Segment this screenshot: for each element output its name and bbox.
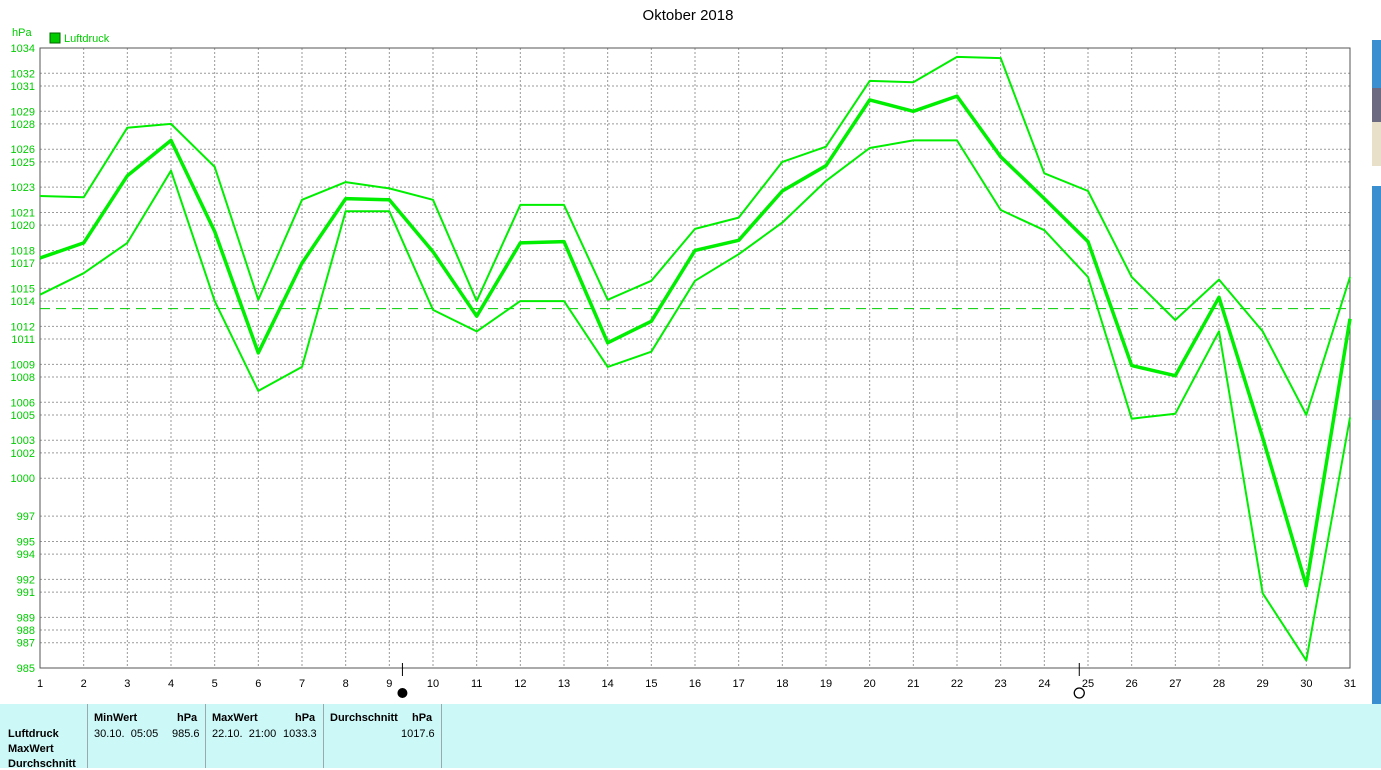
y-tick-label: 1028: [11, 119, 35, 131]
avg-value: 1017.6: [401, 728, 435, 740]
y-tick-label: 1032: [11, 68, 35, 80]
x-tick-label: 3: [124, 678, 130, 690]
legend-label: Luftdruck: [64, 33, 110, 45]
statistics-panel: Luftdruck MaxWert Durchschnitt MinWert h…: [0, 704, 1381, 770]
y-tick-label: 1029: [11, 106, 35, 118]
x-tick-label: 17: [733, 678, 745, 690]
new-moon-icon: [397, 688, 408, 698]
y-tick-label: 1020: [11, 220, 35, 232]
min-header: MinWert: [94, 712, 138, 724]
y-tick-label: 1011: [11, 334, 35, 346]
x-tick-label: 21: [907, 678, 919, 690]
x-tick-label: 31: [1344, 678, 1356, 690]
x-tick-label: 10: [427, 678, 439, 690]
y-tick-label: 994: [17, 549, 35, 561]
row-label-luftdruck: Luftdruck: [8, 728, 59, 740]
y-tick-label: 991: [17, 587, 35, 599]
x-tick-label: 5: [212, 678, 218, 690]
y-tick-label: 1034: [11, 43, 35, 55]
max-unit: hPa: [295, 712, 316, 724]
series-line-mean: [39, 94, 1352, 588]
max-header: MaxWert: [212, 712, 258, 724]
row-label-maxwert: MaxWert: [8, 743, 54, 755]
x-tick-label: 2: [81, 678, 87, 690]
y-tick-label: 988: [17, 625, 35, 637]
x-tick-label: 15: [645, 678, 657, 690]
x-tick-label: 23: [995, 678, 1007, 690]
y-tick-label: 1026: [11, 144, 35, 156]
y-tick-label: 1015: [11, 283, 35, 295]
max-value: 1033.3: [283, 728, 317, 740]
avg-unit: hPa: [412, 712, 433, 724]
min-datetime: 30.10. 05:05: [94, 728, 159, 740]
y-tick-label: 1008: [11, 372, 35, 384]
x-tick-label: 18: [776, 678, 788, 690]
x-tick-label: 12: [514, 678, 526, 690]
y-tick-label: 1006: [11, 397, 35, 409]
x-tick-label: 13: [558, 678, 570, 690]
x-tick-label: 28: [1213, 678, 1225, 690]
x-tick-label: 6: [255, 678, 261, 690]
y-tick-label: 997: [17, 511, 35, 523]
x-tick-label: 1: [37, 678, 43, 690]
plot-frame: [39, 47, 1351, 669]
grid: [40, 47, 1350, 669]
series-lines: [39, 55, 1352, 662]
window-edge: [1372, 0, 1381, 704]
y-axis-unit: hPa: [12, 27, 32, 39]
y-tick-label: 992: [17, 574, 35, 586]
y-tick-label: 989: [17, 612, 35, 624]
y-tick-label: 1003: [11, 435, 35, 447]
x-tick-label: 19: [820, 678, 832, 690]
y-tick-label: 1021: [11, 207, 35, 219]
y-tick-label: 1009: [11, 359, 35, 371]
pressure-chart: Oktober 2018 hPa Luftdruck 9859879889899…: [11, 7, 1356, 699]
x-tick-label: 14: [602, 678, 614, 690]
moon-phases: [397, 663, 1085, 699]
x-tick-label: 20: [864, 678, 876, 690]
y-tick-label: 1012: [11, 321, 35, 333]
max-datetime: 22.10. 21:00: [212, 728, 277, 740]
x-tick-label: 27: [1169, 678, 1181, 690]
x-tick-label: 29: [1257, 678, 1269, 690]
chart-title: Oktober 2018: [643, 7, 734, 24]
min-value: 985.6: [172, 728, 200, 740]
series-line-min: [39, 139, 1351, 662]
series-line-max: [39, 55, 1351, 416]
x-tick-label: 16: [689, 678, 701, 690]
y-tick-label: 1031: [11, 81, 35, 93]
x-tick-label: 7: [299, 678, 305, 690]
y-tick-label: 1023: [11, 182, 35, 194]
x-tick-label: 11: [471, 678, 482, 690]
x-tick-label: 9: [386, 678, 392, 690]
y-tick-label: 1005: [11, 410, 35, 422]
y-tick-label: 1017: [11, 258, 35, 270]
y-tick-label: 987: [17, 638, 35, 650]
x-tick-label: 22: [951, 678, 963, 690]
full-moon-icon: [1073, 687, 1085, 699]
x-tick-label: 26: [1126, 678, 1138, 690]
min-unit: hPa: [177, 712, 198, 724]
row-label-durchschnitt: Durchschnitt: [8, 758, 76, 770]
x-tick-label: 4: [168, 678, 174, 690]
x-axis: 1 2 3 4 5 6 7 8 9 10 11 12 13 14 15 16 17 18 19 20 21 22 23 24 2…: [37, 678, 1356, 690]
y-tick-label: 1002: [11, 448, 35, 460]
x-tick-label: 30: [1300, 678, 1312, 690]
y-tick-label: 1014: [11, 296, 35, 308]
x-tick-label: 24: [1038, 678, 1050, 690]
x-tick-label: 25: [1082, 678, 1094, 690]
legend-swatch: [49, 32, 61, 44]
y-tick-label: 1000: [11, 473, 35, 485]
x-tick-label: 8: [343, 678, 349, 690]
avg-header: Durchschnitt: [330, 712, 398, 724]
y-tick-label: 995: [17, 536, 35, 548]
y-tick-label: 1025: [11, 157, 35, 169]
y-tick-label: 1018: [11, 245, 35, 257]
y-tick-label: 985: [17, 663, 35, 675]
